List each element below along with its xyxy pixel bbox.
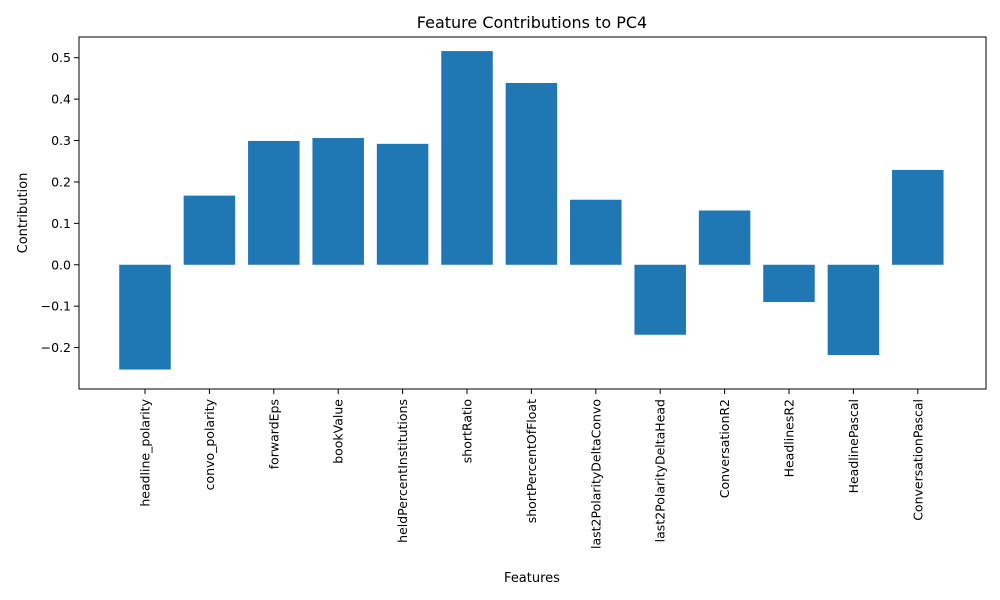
x-tick-label: ConversationR2: [717, 399, 732, 498]
x-tick-label: HeadlinePascal: [846, 399, 861, 493]
bar-heldPercentInstitutions: [376, 143, 429, 265]
bar-ConversationR2: [698, 210, 751, 265]
bar-last2PolarityDeltaHead: [634, 264, 686, 335]
x-tick-label: bookValue: [331, 399, 346, 464]
y-tick-label: 0.3: [51, 133, 71, 148]
x-tick-label: convo_polarity: [202, 398, 217, 490]
x-tick-label: shortPercentOfFloat: [524, 399, 539, 523]
y-tick-label: 0.2: [51, 174, 71, 189]
bar-shortRatio: [441, 51, 493, 265]
bar-HeadlinePascal: [827, 264, 880, 356]
y-tick-label: 0.1: [51, 216, 71, 231]
plot-frame: [78, 36, 987, 390]
x-tick-label: forwardEps: [266, 399, 281, 469]
x-tick-label: HeadlinesR2: [782, 399, 797, 477]
bar-convo_polarity: [183, 195, 236, 265]
bar-forwardEps: [248, 140, 300, 265]
x-axis-label: Features: [504, 571, 560, 586]
y-tick-label: 0.5: [51, 50, 71, 65]
y-tick-label: 0.4: [51, 92, 71, 107]
y-axis-label: Contribution: [16, 173, 31, 254]
x-tick-label: last2PolarityDeltaHead: [653, 399, 668, 542]
bar-shortPercentOfFloat: [505, 82, 558, 265]
bar-ConversationPascal: [892, 169, 944, 265]
bar-bookValue: [312, 138, 364, 265]
bars-group: [119, 51, 944, 370]
bar-HeadlinesR2: [763, 264, 815, 303]
y-tick-label: −0.1: [41, 299, 71, 314]
chart-title: Feature Contributions to PC4: [417, 13, 647, 32]
x-tick-label: heldPercentInstitutions: [395, 399, 410, 543]
y-tick-label: 0.0: [51, 257, 71, 272]
bar-headline_polarity: [119, 264, 171, 370]
x-tick-label: headline_polarity: [138, 398, 153, 506]
bar-last2PolarityDeltaConvo: [570, 199, 622, 265]
x-tick-label: ConversationPascal: [910, 399, 925, 521]
x-tick-label: shortRatio: [460, 399, 475, 463]
x-axis-ticks: headline_polarity convo_polarity forwardEp…: [138, 389, 925, 549]
y-tick-label: −0.2: [41, 340, 71, 355]
y-axis-ticks: −0.2 −0.1 0.0 0.1 0.2 0.3 0.4 0.5: [41, 50, 79, 355]
x-tick-label: last2PolarityDeltaConvo: [588, 399, 603, 549]
